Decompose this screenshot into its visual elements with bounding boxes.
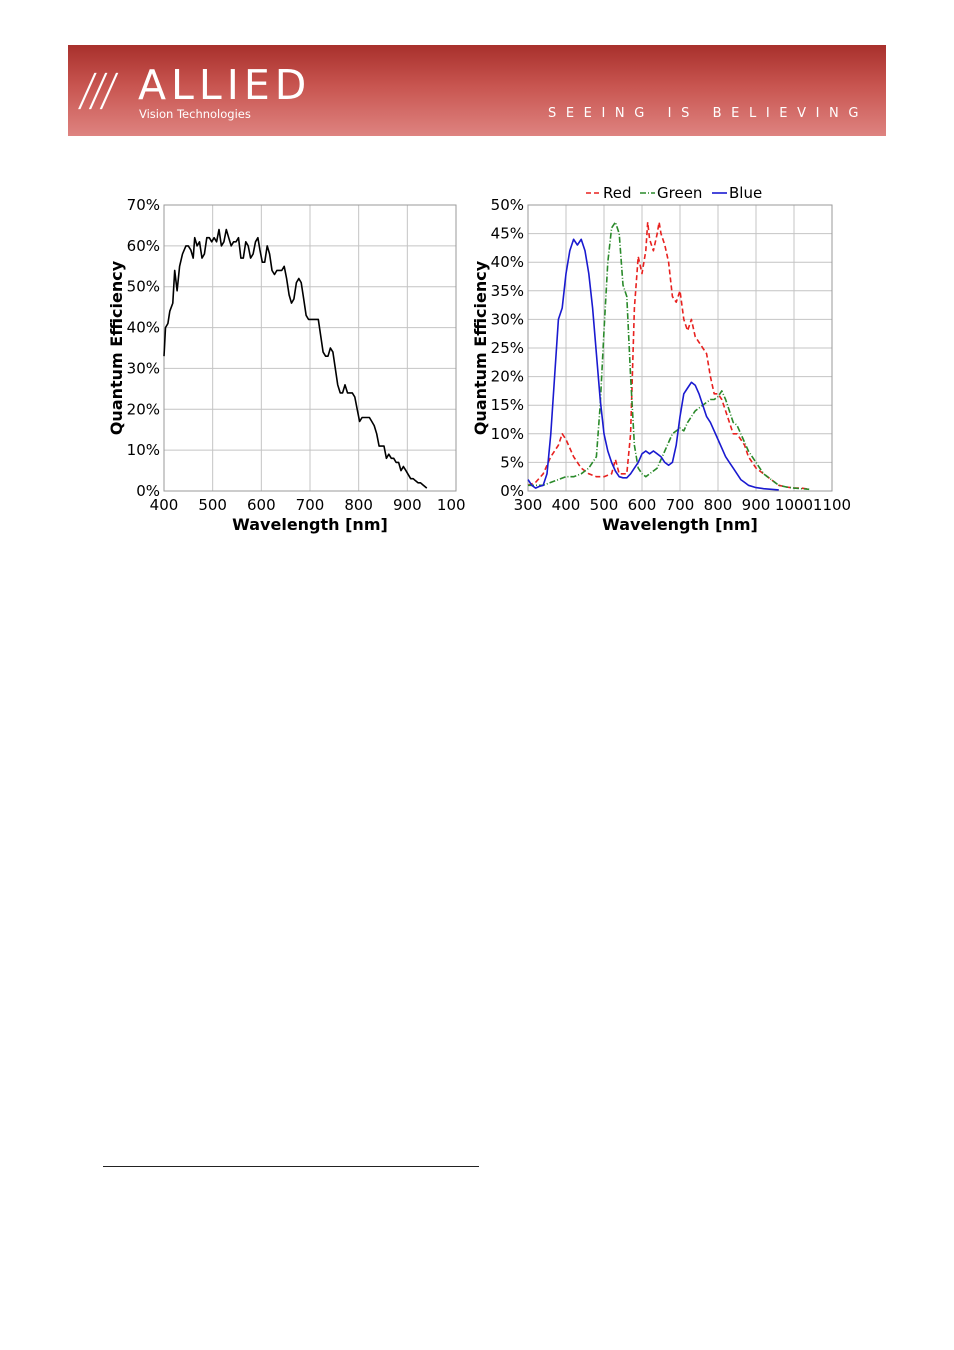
legend-label-blue: Blue xyxy=(729,184,762,202)
series-line-blue xyxy=(527,238,779,491)
y-tick-label: 45% xyxy=(491,225,524,243)
x-tick-label: 800 xyxy=(344,496,373,514)
y-tick-label: 10% xyxy=(491,425,524,443)
y-tick-label: 25% xyxy=(491,339,524,357)
y-tick-label: 40% xyxy=(491,253,524,271)
tagline: SEEING IS BELIEVING xyxy=(547,106,868,121)
x-tick-label: 600 xyxy=(247,496,276,514)
y-tick-label: 30% xyxy=(491,310,524,328)
x-tick-label: 900 xyxy=(742,496,771,514)
color-qe-chart: 300 400 500 600 700 800 900 1000 1100 0% 5% 10% 15% 2… xyxy=(471,184,851,534)
series-line-green xyxy=(528,221,810,491)
logo-name: ALLIED xyxy=(138,61,312,109)
x-tick-label: 500 xyxy=(590,496,619,514)
x-tick-label: 700 xyxy=(296,496,325,514)
x-tick-label: 300 xyxy=(514,496,543,514)
monochrome-qe-chart: 400 500 600 700 800 900 1000 0% 10% 20% 30% 40% 50% 6… xyxy=(107,196,465,534)
y-tick-label: 50% xyxy=(127,278,160,296)
y-tick-label: 0% xyxy=(500,482,524,500)
series-line-red xyxy=(527,221,810,491)
y-tick-label: 20% xyxy=(127,400,160,418)
y-axis-label: Quantum Efficiency xyxy=(107,260,126,435)
y-tick-label: 50% xyxy=(491,196,524,214)
header-banner: /// ALLIED Vision Technologies SEEING IS… xyxy=(68,45,886,136)
footnote-rule xyxy=(103,1166,479,1167)
x-tick-label: 1000 xyxy=(775,496,813,514)
x-tick-label: 700 xyxy=(666,496,695,514)
y-tick-label: 0% xyxy=(136,482,160,500)
x-axis-label: Wavelength [nm] xyxy=(232,515,388,534)
x-tick-label: 500 xyxy=(198,496,227,514)
y-tick-label: 5% xyxy=(500,453,524,471)
y-tick-label: 20% xyxy=(491,368,524,386)
y-tick-label: 35% xyxy=(491,282,524,300)
x-tick-label: 900 xyxy=(393,496,422,514)
legend-label-red: Red xyxy=(603,184,632,202)
x-tick-label: 800 xyxy=(704,496,733,514)
y-tick-label: 60% xyxy=(127,237,160,255)
x-tick-label: 1000 xyxy=(437,496,465,514)
y-tick-label: 70% xyxy=(127,196,160,214)
x-axis-label: Wavelength [nm] xyxy=(602,515,758,534)
logo-subtitle: Vision Technologies xyxy=(139,107,251,121)
logo-slashes: /// xyxy=(76,65,117,116)
y-tick-label: 15% xyxy=(491,396,524,414)
y-tick-label: 40% xyxy=(127,319,160,337)
plot-frame xyxy=(527,204,833,492)
series-line-qe xyxy=(163,228,428,489)
legend: Red Green Blue xyxy=(586,184,762,202)
legend-label-green: Green xyxy=(657,184,702,202)
y-tick-label: 10% xyxy=(127,441,160,459)
y-axis-label: Quantum Efficiency xyxy=(471,260,490,435)
x-tick-label: 400 xyxy=(150,496,179,514)
y-tick-label: 30% xyxy=(127,359,160,377)
x-tick-label: 400 xyxy=(552,496,581,514)
x-tick-label: 600 xyxy=(628,496,657,514)
x-tick-label: 1100 xyxy=(813,496,851,514)
